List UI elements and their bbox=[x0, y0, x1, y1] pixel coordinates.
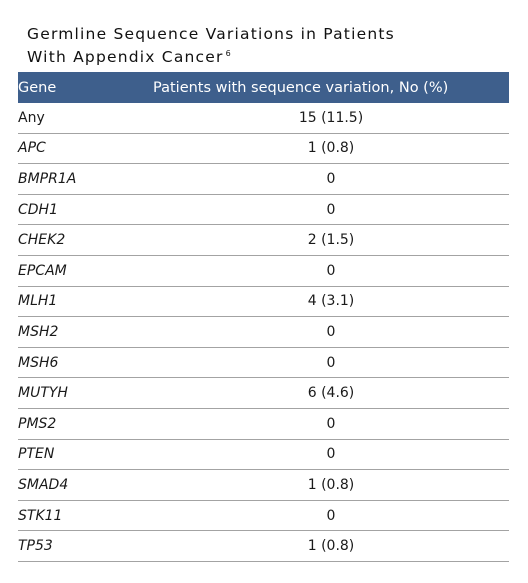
table-body: Any 15 (11.5) APC 1 (0.8) BMPR1A 0 CDH1 0 CHEK2 2… bbox=[18, 103, 509, 562]
variation-cell: 0 bbox=[153, 316, 509, 348]
gene-cell: MLH1 bbox=[18, 286, 153, 318]
gene-cell: BMPR1A bbox=[18, 163, 153, 195]
table-row: SMAD4 1 (0.8) bbox=[18, 469, 509, 501]
gene-cell: APC bbox=[18, 133, 153, 165]
gene-cell: PMS2 bbox=[18, 408, 153, 440]
table-row: MLH1 4 (3.1) bbox=[18, 286, 509, 318]
variation-cell: 4 (3.1) bbox=[153, 286, 509, 318]
title-line-1: Germline Sequence Variations in Patients bbox=[27, 25, 395, 43]
table-row: BMPR1A 0 bbox=[18, 163, 509, 195]
header-gene: Gene bbox=[18, 79, 57, 96]
table-row: MSH6 0 bbox=[18, 347, 509, 379]
variation-cell: 0 bbox=[153, 500, 509, 532]
title-line-2: With Appendix Cancer 6 bbox=[27, 44, 507, 67]
table-row: MSH2 0 bbox=[18, 316, 509, 348]
gene-cell: PTEN bbox=[18, 439, 153, 471]
gene-cell: CHEK2 bbox=[18, 224, 153, 256]
gene-cell: CDH1 bbox=[18, 194, 153, 226]
variation-cell: 0 bbox=[153, 163, 509, 195]
header-variation: Patients with sequence variation, No (%) bbox=[153, 79, 449, 96]
variation-cell: 0 bbox=[153, 408, 509, 440]
variation-cell: 15 (11.5) bbox=[153, 103, 509, 134]
gene-cell: Any bbox=[18, 103, 153, 134]
table-header-row: Gene Patients with sequence variation, N… bbox=[18, 72, 509, 103]
variation-cell: 0 bbox=[153, 439, 509, 471]
gene-cell: STK11 bbox=[18, 500, 153, 532]
variation-cell: 1 (0.8) bbox=[153, 133, 509, 165]
table-row: EPCAM 0 bbox=[18, 255, 509, 287]
variation-cell: 1 (0.8) bbox=[153, 530, 509, 562]
table-row: APC 1 (0.8) bbox=[18, 133, 509, 165]
variation-cell: 2 (1.5) bbox=[153, 224, 509, 256]
table-row: CDH1 0 bbox=[18, 194, 509, 226]
variation-cell: 0 bbox=[153, 194, 509, 226]
table-row: MUTYH 6 (4.6) bbox=[18, 377, 509, 409]
reference-superscript: 6 bbox=[225, 49, 231, 58]
variation-cell: 0 bbox=[153, 255, 509, 287]
gene-cell: EPCAM bbox=[18, 255, 153, 287]
table-row: TP53 1 (0.8) bbox=[18, 530, 509, 562]
variation-cell: 1 (0.8) bbox=[153, 469, 509, 501]
table-row: Any 15 (11.5) bbox=[18, 103, 509, 134]
gene-cell: TP53 bbox=[18, 530, 153, 562]
table-row: PMS2 0 bbox=[18, 408, 509, 440]
table-row: CHEK2 2 (1.5) bbox=[18, 224, 509, 256]
gene-cell: SMAD4 bbox=[18, 469, 153, 501]
variation-cell: 0 bbox=[153, 347, 509, 379]
table-title: Germline Sequence Variations in Patients… bbox=[27, 24, 507, 67]
title-line-2-text: With Appendix Cancer bbox=[27, 48, 224, 66]
variation-cell: 6 (4.6) bbox=[153, 377, 509, 409]
table-row: STK11 0 bbox=[18, 500, 509, 532]
gene-cell: MSH2 bbox=[18, 316, 153, 348]
gene-cell: MSH6 bbox=[18, 347, 153, 379]
table-row: PTEN 0 bbox=[18, 439, 509, 471]
gene-variation-table: Gene Patients with sequence variation, N… bbox=[18, 72, 509, 562]
gene-cell: MUTYH bbox=[18, 377, 153, 409]
